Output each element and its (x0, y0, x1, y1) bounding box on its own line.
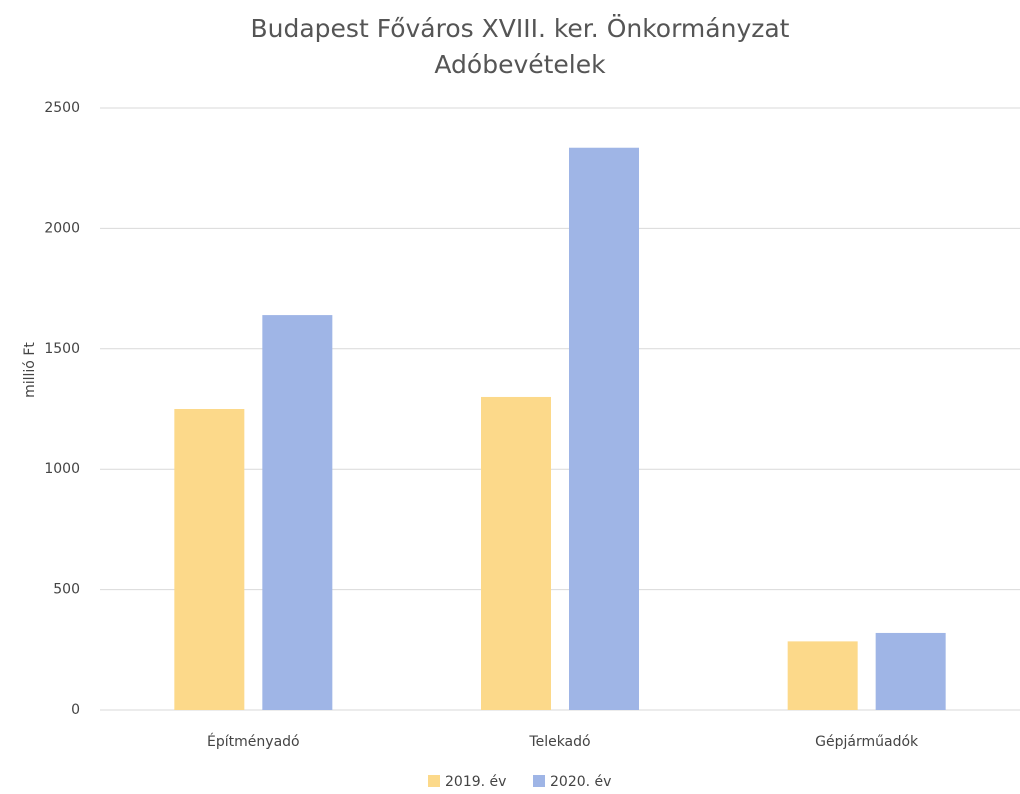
legend-label: 2020. év (550, 774, 611, 790)
y-tick-label: 500 (53, 582, 80, 598)
y-tick-label: 2000 (44, 220, 80, 236)
y-tick-label: 0 (71, 702, 80, 718)
chart-title: Budapest Főváros XVIII. ker. Önkormányza… (251, 14, 790, 43)
x-tick-label: Gépjárműadók (815, 734, 919, 750)
x-tick-label: Építményadó (207, 733, 300, 750)
x-tick-label: Telekadó (528, 734, 590, 750)
bar (569, 147, 639, 710)
bar (481, 396, 551, 710)
bar (875, 632, 946, 710)
y-axis-label: millió Ft (22, 342, 38, 398)
bar (262, 315, 333, 710)
chart-title: Adóbevételek (434, 50, 606, 79)
bar (174, 409, 245, 710)
y-tick-label: 1000 (44, 461, 80, 477)
legend-swatch (533, 775, 545, 787)
y-tick-label: 2500 (44, 100, 80, 116)
legend-swatch (428, 775, 440, 787)
y-tick-label: 1500 (44, 341, 80, 357)
bar (787, 641, 858, 710)
legend-label: 2019. év (445, 774, 506, 790)
